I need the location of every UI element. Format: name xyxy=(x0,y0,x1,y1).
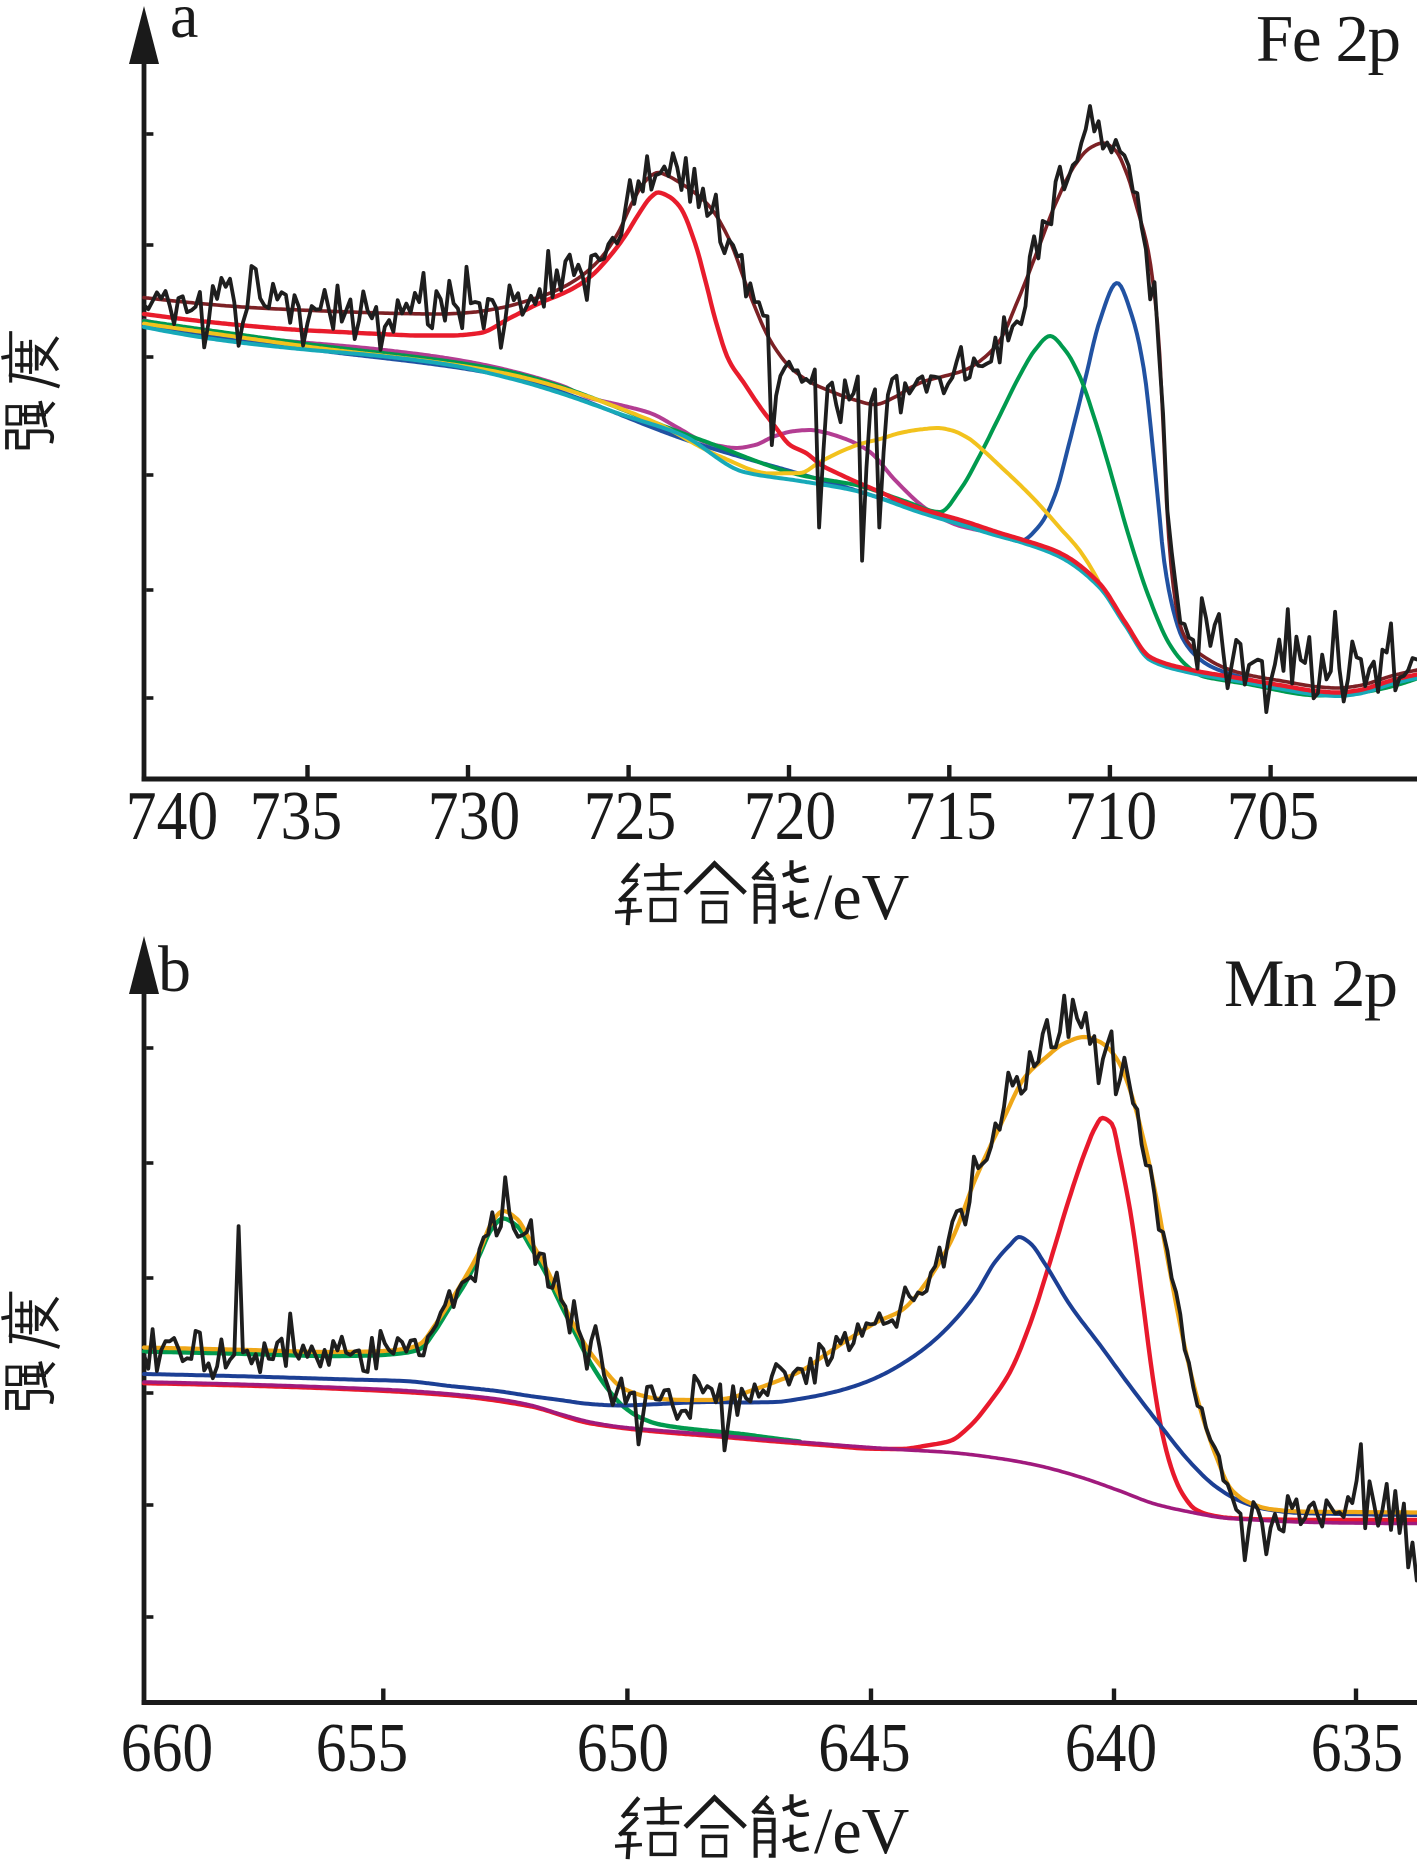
svg-text:/eV: /eV xyxy=(814,1795,909,1866)
svg-text:740: 740 xyxy=(126,777,218,855)
svg-text:/eV: /eV xyxy=(814,861,909,934)
svg-text:645: 645 xyxy=(818,1709,910,1787)
svg-text:b: b xyxy=(158,933,191,1006)
svg-text:Mn 2p: Mn 2p xyxy=(1224,945,1398,1021)
svg-text:735: 735 xyxy=(250,777,342,855)
svg-text:720: 720 xyxy=(744,777,836,855)
svg-text:660: 660 xyxy=(121,1709,213,1787)
svg-text:635: 635 xyxy=(1311,1709,1403,1787)
svg-text:a: a xyxy=(170,0,198,51)
svg-text:655: 655 xyxy=(316,1709,408,1787)
svg-text:725: 725 xyxy=(584,777,676,855)
svg-text:Fe 2p: Fe 2p xyxy=(1256,2,1401,76)
svg-text:730: 730 xyxy=(428,777,520,855)
svg-text:640: 640 xyxy=(1065,1709,1157,1787)
svg-text:705: 705 xyxy=(1227,777,1319,855)
svg-text:715: 715 xyxy=(904,777,996,855)
svg-text:710: 710 xyxy=(1065,777,1157,855)
svg-text:650: 650 xyxy=(577,1709,669,1787)
